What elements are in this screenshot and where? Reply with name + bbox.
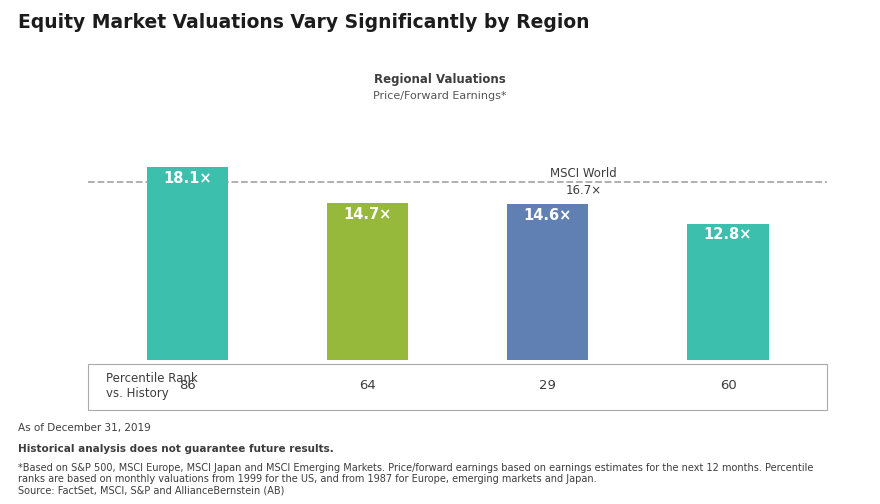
Text: 29: 29 bbox=[539, 380, 556, 392]
Text: 64: 64 bbox=[359, 380, 376, 392]
Bar bbox=[687, 224, 768, 360]
Text: 14.6×: 14.6× bbox=[524, 208, 572, 223]
Bar bbox=[507, 205, 589, 360]
Text: Historical analysis does not guarantee future results.: Historical analysis does not guarantee f… bbox=[18, 444, 334, 454]
Text: *Based on S&P 500, MSCI Europe, MSCI Japan and MSCI Emerging Markets. Price/forw: *Based on S&P 500, MSCI Europe, MSCI Jap… bbox=[18, 463, 813, 496]
Text: Price/Forward Earnings*: Price/Forward Earnings* bbox=[373, 91, 507, 101]
Text: 60: 60 bbox=[720, 380, 737, 392]
Text: 12.8×: 12.8× bbox=[704, 227, 752, 242]
Bar bbox=[326, 204, 408, 360]
Text: MSCI World: MSCI World bbox=[550, 167, 617, 180]
Text: Equity Market Valuations Vary Significantly by Region: Equity Market Valuations Vary Significan… bbox=[18, 13, 589, 32]
Bar bbox=[147, 167, 228, 360]
Text: Regional Valuations: Regional Valuations bbox=[374, 73, 506, 86]
FancyBboxPatch shape bbox=[88, 364, 827, 410]
Text: 16.7×: 16.7× bbox=[566, 183, 602, 197]
Text: As of December 31, 2019: As of December 31, 2019 bbox=[18, 423, 150, 433]
Text: 18.1×: 18.1× bbox=[163, 171, 211, 186]
Text: 14.7×: 14.7× bbox=[343, 207, 392, 222]
Text: Percentile Rank
vs. History: Percentile Rank vs. History bbox=[106, 372, 198, 400]
Text: 86: 86 bbox=[179, 380, 195, 392]
